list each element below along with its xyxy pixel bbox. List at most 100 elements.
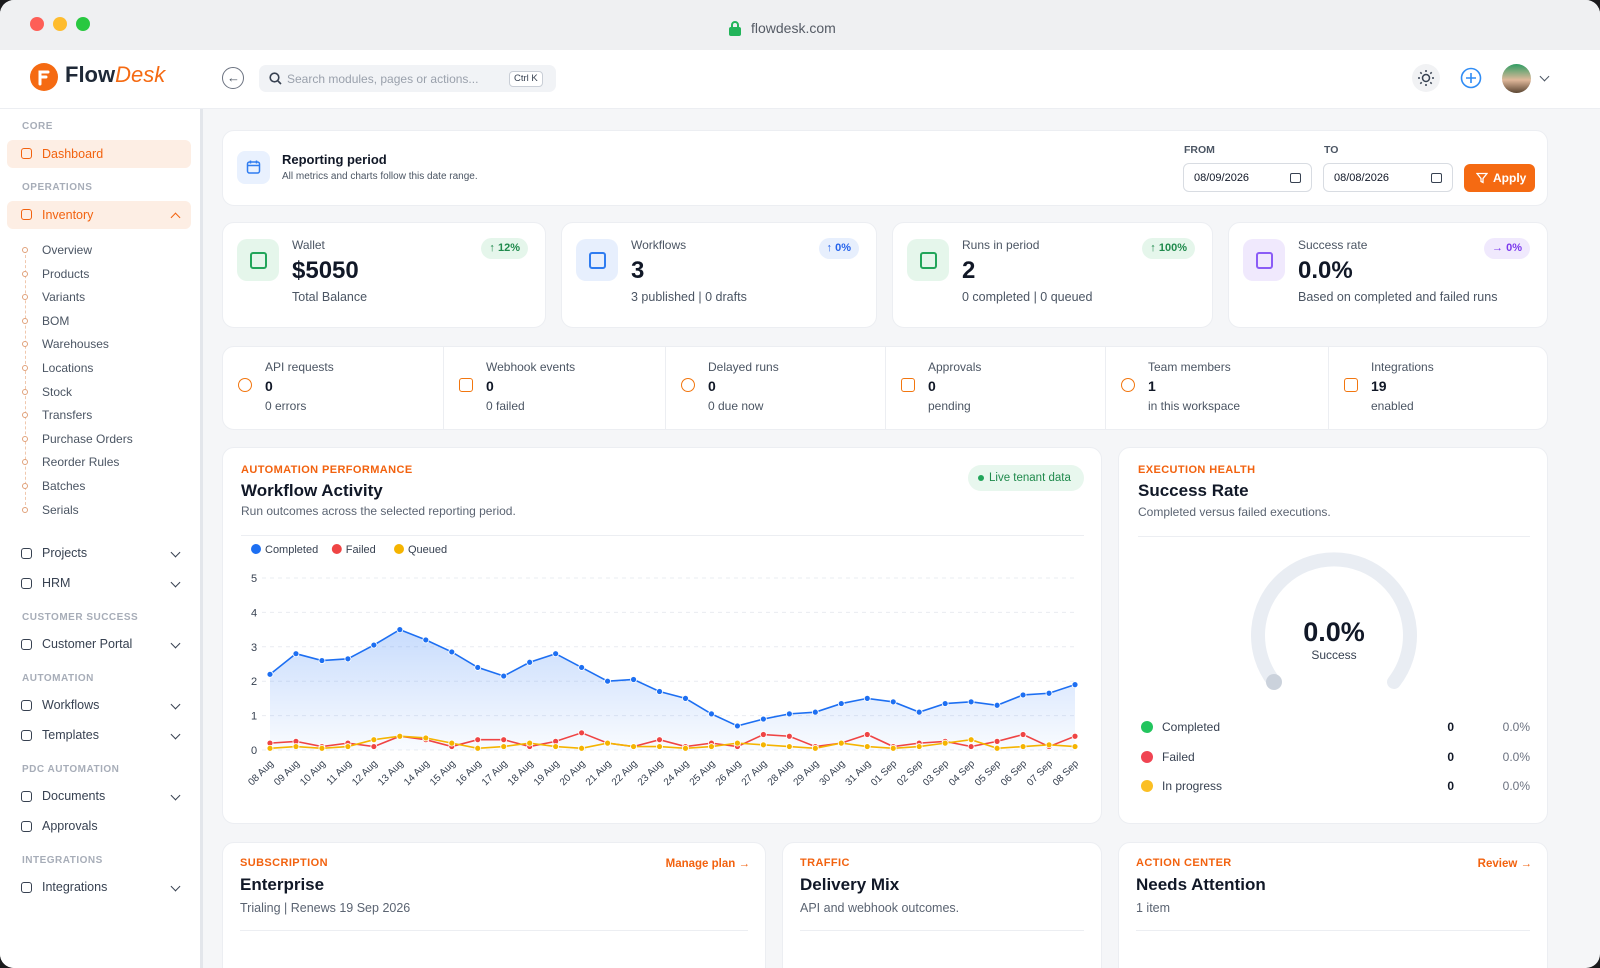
data-point	[656, 688, 663, 695]
data-point	[500, 672, 508, 680]
data-point	[811, 744, 819, 752]
from-input[interactable]: 08/09/2026	[1183, 163, 1312, 192]
row-percent: 0.0%	[1502, 750, 1530, 764]
card-eyebrow: TRAFFIC	[800, 857, 850, 869]
nav-sub-label[interactable]: Overview	[42, 243, 93, 257]
nav-sub-label[interactable]: Warehouses	[42, 337, 109, 352]
close-dot[interactable]	[30, 17, 44, 31]
nav-sub-bullet	[22, 388, 28, 395]
data-point	[344, 655, 352, 663]
nav-sub-label[interactable]: BOM	[42, 313, 70, 328]
stat-label: Workflows	[631, 238, 687, 252]
brand[interactable]: FlowDesk	[65, 64, 165, 86]
nav-section-label: AUTOMATION	[22, 672, 94, 684]
nav-sub-label[interactable]: Variants	[42, 290, 86, 305]
row-label: Failed	[1162, 750, 1195, 764]
stat-badge: ↑ 100%	[1142, 238, 1195, 259]
x-tick-label: 29 Aug	[792, 758, 822, 788]
gauge-knob	[1266, 674, 1282, 690]
divider	[1136, 930, 1530, 931]
x-tick-label: 13 Aug	[376, 758, 406, 788]
search-box[interactable]: Search modules, pages or actions... Ctrl…	[259, 65, 556, 92]
nav-label: HRM	[42, 576, 71, 591]
stat-icon-glyph	[250, 252, 267, 269]
metric-label: API requests	[265, 360, 334, 374]
theme-toggle[interactable]	[1412, 64, 1440, 92]
data-point	[474, 744, 482, 752]
card-eyebrow: ACTION CENTER	[1136, 857, 1232, 869]
stat-icon	[907, 239, 949, 281]
data-point	[993, 744, 1001, 752]
x-tick-label: 16 Aug	[454, 758, 484, 788]
apply-button[interactable]: Apply	[1464, 164, 1535, 192]
y-tick-label: 2	[251, 676, 257, 688]
divider	[443, 347, 444, 429]
card-title: Enterprise	[240, 875, 325, 894]
nav-sub-label[interactable]: Batches	[42, 479, 86, 493]
x-tick-label: 10 Aug	[298, 758, 328, 788]
data-point	[552, 743, 560, 750]
data-point	[630, 676, 637, 683]
stat-sub: Total Balance	[292, 290, 368, 304]
data-point	[474, 664, 482, 671]
to-input[interactable]: 08/08/2026	[1323, 163, 1453, 192]
health-eyebrow: EXECUTION HEALTH	[1138, 464, 1256, 476]
divider	[665, 347, 666, 429]
info-card	[782, 842, 1102, 968]
nav-label: Documents	[42, 789, 106, 804]
live-badge: Live tenant data	[968, 465, 1084, 491]
data-point	[526, 658, 534, 666]
data-point	[837, 700, 845, 707]
metric-value: 0	[486, 378, 494, 394]
nav-section-label: INTEGRATIONS	[22, 854, 103, 866]
nav-item[interactable]	[7, 201, 191, 229]
data-point	[734, 739, 741, 747]
back-button[interactable]: ←	[222, 67, 244, 89]
divider	[800, 930, 1084, 931]
x-tick-label: 28 Aug	[766, 758, 796, 788]
stat-value: 2	[962, 257, 976, 284]
data-point	[993, 738, 1001, 745]
maximize-dot[interactable]	[76, 17, 90, 31]
data-point	[500, 743, 508, 750]
nav-sub-label[interactable]: Serials	[42, 502, 79, 517]
nav-sub-label[interactable]: Products	[42, 266, 90, 281]
card-link[interactable]: Review →	[1477, 858, 1532, 870]
x-tick-label: 19 Aug	[532, 758, 562, 788]
nav-sub-label[interactable]: Reorder Rules	[42, 455, 120, 470]
y-tick-label: 4	[251, 607, 257, 619]
legend-swatch	[251, 544, 261, 554]
data-point	[266, 744, 274, 752]
data-point	[578, 744, 586, 752]
minimize-dot[interactable]	[53, 17, 67, 31]
card-link[interactable]: Manage plan →	[665, 858, 750, 870]
info-card	[1118, 842, 1548, 968]
user-avatar[interactable]	[1502, 64, 1531, 93]
nav-sub-label[interactable]: Transfers	[42, 408, 93, 423]
stat-badge: ↑ 0%	[818, 238, 859, 259]
data-point	[967, 736, 975, 744]
add-button[interactable]	[1460, 67, 1482, 89]
data-point	[370, 641, 378, 649]
area	[270, 629, 1075, 750]
stat-icon	[576, 239, 618, 281]
nav-sub-bullet	[22, 506, 28, 513]
divider	[241, 535, 1084, 536]
series-line	[269, 735, 1076, 750]
row-count: 0	[1447, 720, 1454, 734]
x-tick-label: 22 Aug	[610, 758, 640, 788]
nav-sub-label[interactable]: Locations	[42, 361, 94, 375]
metric-sub: in this workspace	[1148, 399, 1241, 413]
data-point	[578, 729, 586, 737]
stat-value: $5050	[292, 257, 359, 284]
metric-icon	[901, 378, 915, 392]
nav-sub-label[interactable]: Stock	[42, 384, 73, 399]
card-subtitle: 1 item	[1136, 901, 1171, 915]
legend-dot	[1141, 721, 1153, 733]
nav-sub-label[interactable]: Purchase Orders	[42, 431, 133, 446]
nav-item[interactable]	[7, 140, 191, 168]
nav-sub-bullet	[22, 365, 28, 371]
row-label: Completed	[1162, 720, 1221, 734]
metric-sub: 0 due now	[708, 399, 764, 413]
calendar-icon-box	[237, 151, 270, 184]
